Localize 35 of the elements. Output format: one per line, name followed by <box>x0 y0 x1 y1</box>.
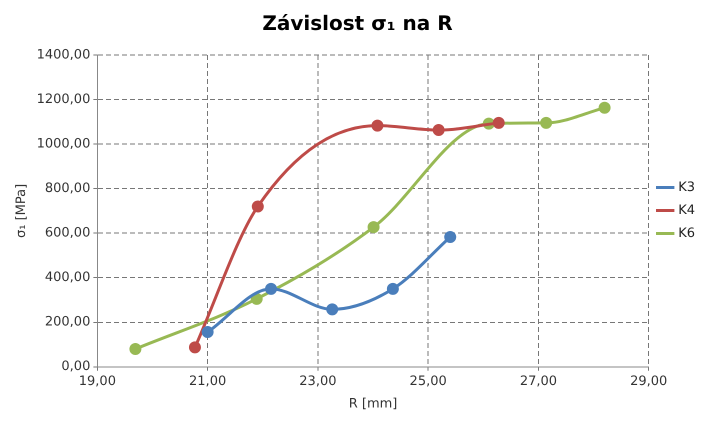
point <box>598 102 611 114</box>
x-axis-title: R [mm] <box>348 396 398 412</box>
legend-label: K4 <box>678 202 695 218</box>
y-tick-label: 1400,00 <box>36 47 90 62</box>
point <box>540 116 552 129</box>
point <box>368 221 380 234</box>
point <box>492 116 505 129</box>
x-tick-label: 29,00 <box>630 374 668 389</box>
y-tick-label: 800,00 <box>44 181 90 196</box>
point <box>386 282 399 295</box>
point <box>252 200 264 212</box>
legend-label: K3 <box>678 180 695 195</box>
point <box>265 282 278 295</box>
x-tick-label: 25,00 <box>410 374 447 389</box>
point <box>129 342 142 355</box>
x-tick-label: 23,00 <box>299 374 337 389</box>
y-tick-label: 0,00 <box>61 359 90 374</box>
point <box>371 120 384 132</box>
chart-title: Závislost σ₁ na R <box>262 11 453 36</box>
point <box>444 230 456 243</box>
y-tick-label: 200,00 <box>44 314 90 330</box>
point <box>188 341 201 354</box>
y-tick-label: 1000,00 <box>36 136 90 152</box>
y-tick-label: 1200,00 <box>36 92 90 107</box>
x-tick-label: 19,00 <box>78 374 116 389</box>
legend-label: K6 <box>678 226 695 241</box>
y-tick-label: 600,00 <box>44 226 90 241</box>
point <box>250 292 263 305</box>
y-axis-title: σ₁ [MPa] <box>14 184 30 238</box>
x-tick-label: 27,00 <box>520 374 558 389</box>
x-tick-label: 21,00 <box>189 374 226 389</box>
y-tick-label: 400,00 <box>44 270 90 286</box>
point <box>202 326 214 338</box>
point <box>432 124 445 136</box>
point <box>326 303 338 316</box>
